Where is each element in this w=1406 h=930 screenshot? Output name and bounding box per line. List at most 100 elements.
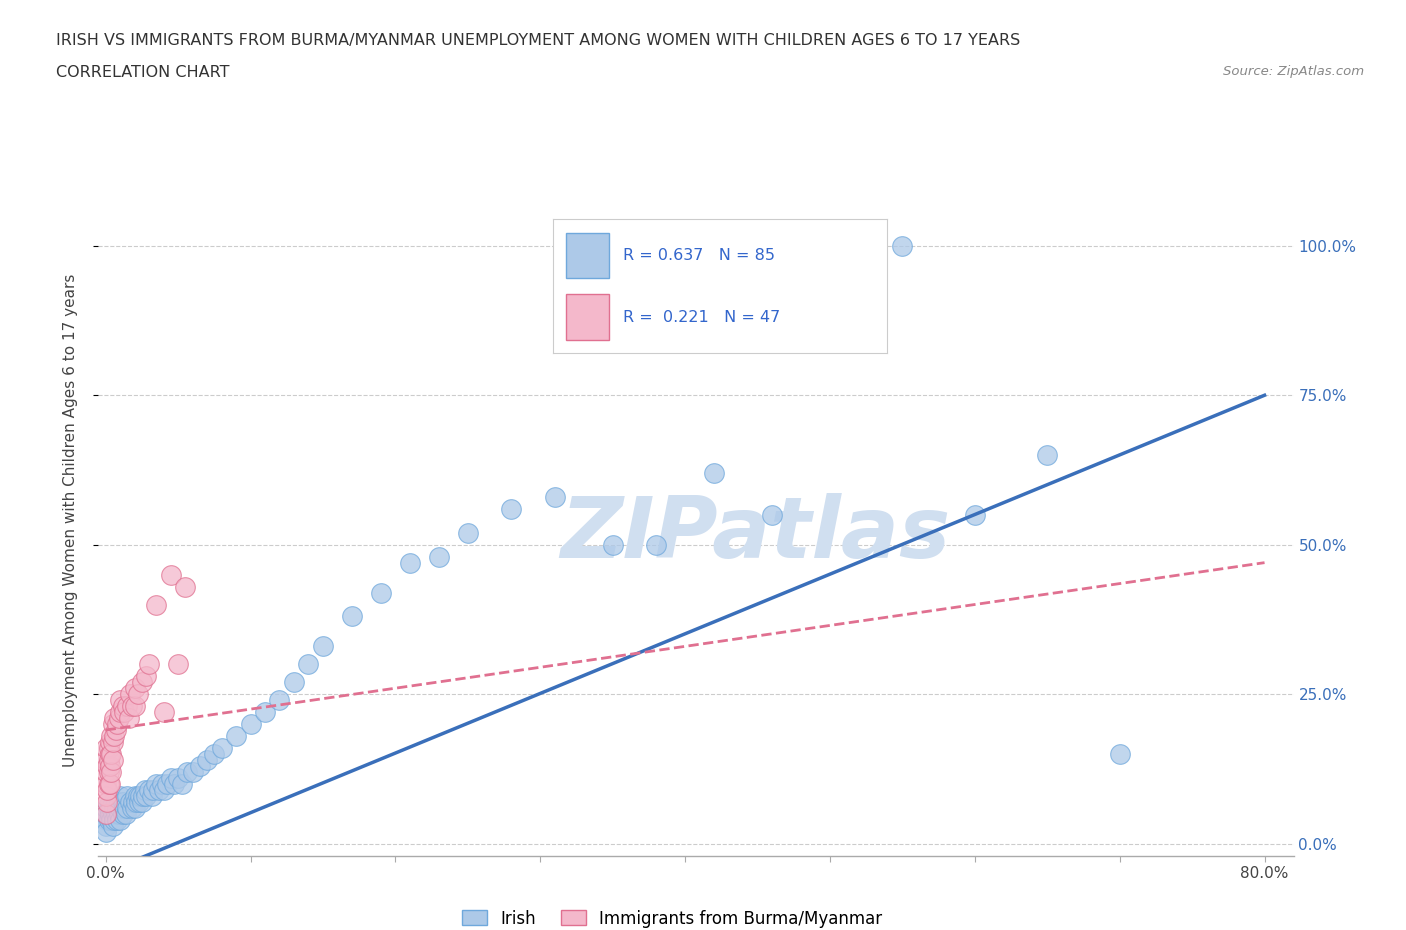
Point: [142, 782, 165, 797]
Point: [124, 681, 146, 696]
Point: [124, 698, 146, 713]
Point: [120, 686, 142, 701]
Point: [104, 794, 127, 809]
Point: [211, 740, 233, 755]
Point: [253, 705, 276, 720]
Point: [138, 782, 160, 797]
Point: [94, 801, 117, 816]
Point: [1108, 747, 1130, 762]
Point: [108, 812, 131, 827]
Point: [145, 777, 167, 791]
Point: [94, 789, 117, 804]
Point: [101, 818, 124, 833]
Point: [96, 759, 118, 774]
Legend: Irish, Immigrants from Burma/Myanmar: Irish, Immigrants from Burma/Myanmar: [456, 903, 889, 930]
Point: [148, 782, 170, 797]
Point: [602, 538, 624, 552]
Point: [94, 752, 117, 767]
Point: [124, 801, 146, 816]
Point: [122, 794, 145, 809]
Point: [96, 782, 118, 797]
Point: [225, 728, 247, 743]
Point: [97, 764, 120, 779]
Point: [112, 794, 135, 809]
Point: [117, 801, 139, 816]
Point: [97, 777, 120, 791]
Point: [312, 639, 335, 654]
Point: [117, 789, 139, 804]
Text: IRISH VS IMMIGRANTS FROM BURMA/MYANMAR UNEMPLOYMENT AMONG WOMEN WITH CHILDREN AG: IRISH VS IMMIGRANTS FROM BURMA/MYANMAR U…: [56, 33, 1021, 47]
Point: [98, 794, 121, 809]
Point: [101, 752, 124, 767]
Point: [94, 812, 117, 827]
Point: [761, 508, 783, 523]
Point: [134, 782, 156, 797]
Point: [239, 717, 262, 732]
Point: [138, 657, 160, 671]
FancyBboxPatch shape: [567, 295, 609, 340]
Point: [124, 789, 146, 804]
Point: [114, 705, 136, 720]
Point: [340, 609, 363, 624]
Point: [94, 740, 117, 755]
Point: [98, 806, 121, 821]
Point: [160, 770, 183, 785]
Point: [891, 238, 914, 253]
Point: [107, 711, 129, 725]
Text: CORRELATION CHART: CORRELATION CHART: [56, 65, 229, 80]
Point: [125, 794, 148, 809]
Point: [703, 466, 725, 481]
Text: R =  0.221   N = 47: R = 0.221 N = 47: [623, 310, 780, 325]
Point: [129, 789, 152, 804]
Point: [100, 764, 122, 779]
Point: [108, 789, 131, 804]
Point: [283, 675, 305, 690]
Point: [176, 764, 198, 779]
Text: ZIPatlas: ZIPatlas: [561, 493, 950, 576]
Point: [172, 777, 194, 791]
Point: [101, 794, 124, 809]
Point: [297, 657, 319, 671]
Point: [94, 806, 117, 821]
Point: [104, 723, 127, 737]
Point: [202, 747, 225, 762]
Text: R = 0.637   N = 85: R = 0.637 N = 85: [623, 248, 775, 263]
Point: [103, 801, 125, 816]
Y-axis label: Unemployment Among Women with Children Ages 6 to 17 years: Unemployment Among Women with Children A…: [63, 274, 77, 767]
Point: [132, 789, 155, 804]
Point: [150, 777, 173, 791]
Point: [152, 705, 174, 720]
Point: [97, 812, 120, 827]
Point: [152, 782, 174, 797]
Point: [818, 238, 841, 253]
Point: [104, 806, 127, 821]
FancyBboxPatch shape: [567, 232, 609, 278]
Point: [107, 806, 129, 821]
Point: [108, 801, 131, 816]
Point: [94, 777, 117, 791]
Point: [100, 728, 122, 743]
Point: [103, 728, 125, 743]
Point: [108, 705, 131, 720]
Point: [98, 759, 121, 774]
Point: [94, 764, 117, 779]
Point: [98, 777, 121, 791]
Point: [105, 812, 128, 827]
Point: [108, 693, 131, 708]
Point: [141, 789, 163, 804]
Point: [155, 777, 177, 791]
Point: [963, 508, 986, 523]
Point: [105, 717, 128, 732]
Point: [145, 597, 167, 612]
Point: [188, 759, 211, 774]
Point: [167, 770, 190, 785]
Text: Source: ZipAtlas.com: Source: ZipAtlas.com: [1223, 65, 1364, 78]
Point: [160, 567, 183, 582]
Point: [98, 747, 121, 762]
Point: [101, 735, 124, 750]
Point: [1036, 447, 1059, 462]
Point: [100, 801, 122, 816]
Point: [112, 698, 135, 713]
Point: [370, 585, 392, 600]
Point: [117, 698, 139, 713]
